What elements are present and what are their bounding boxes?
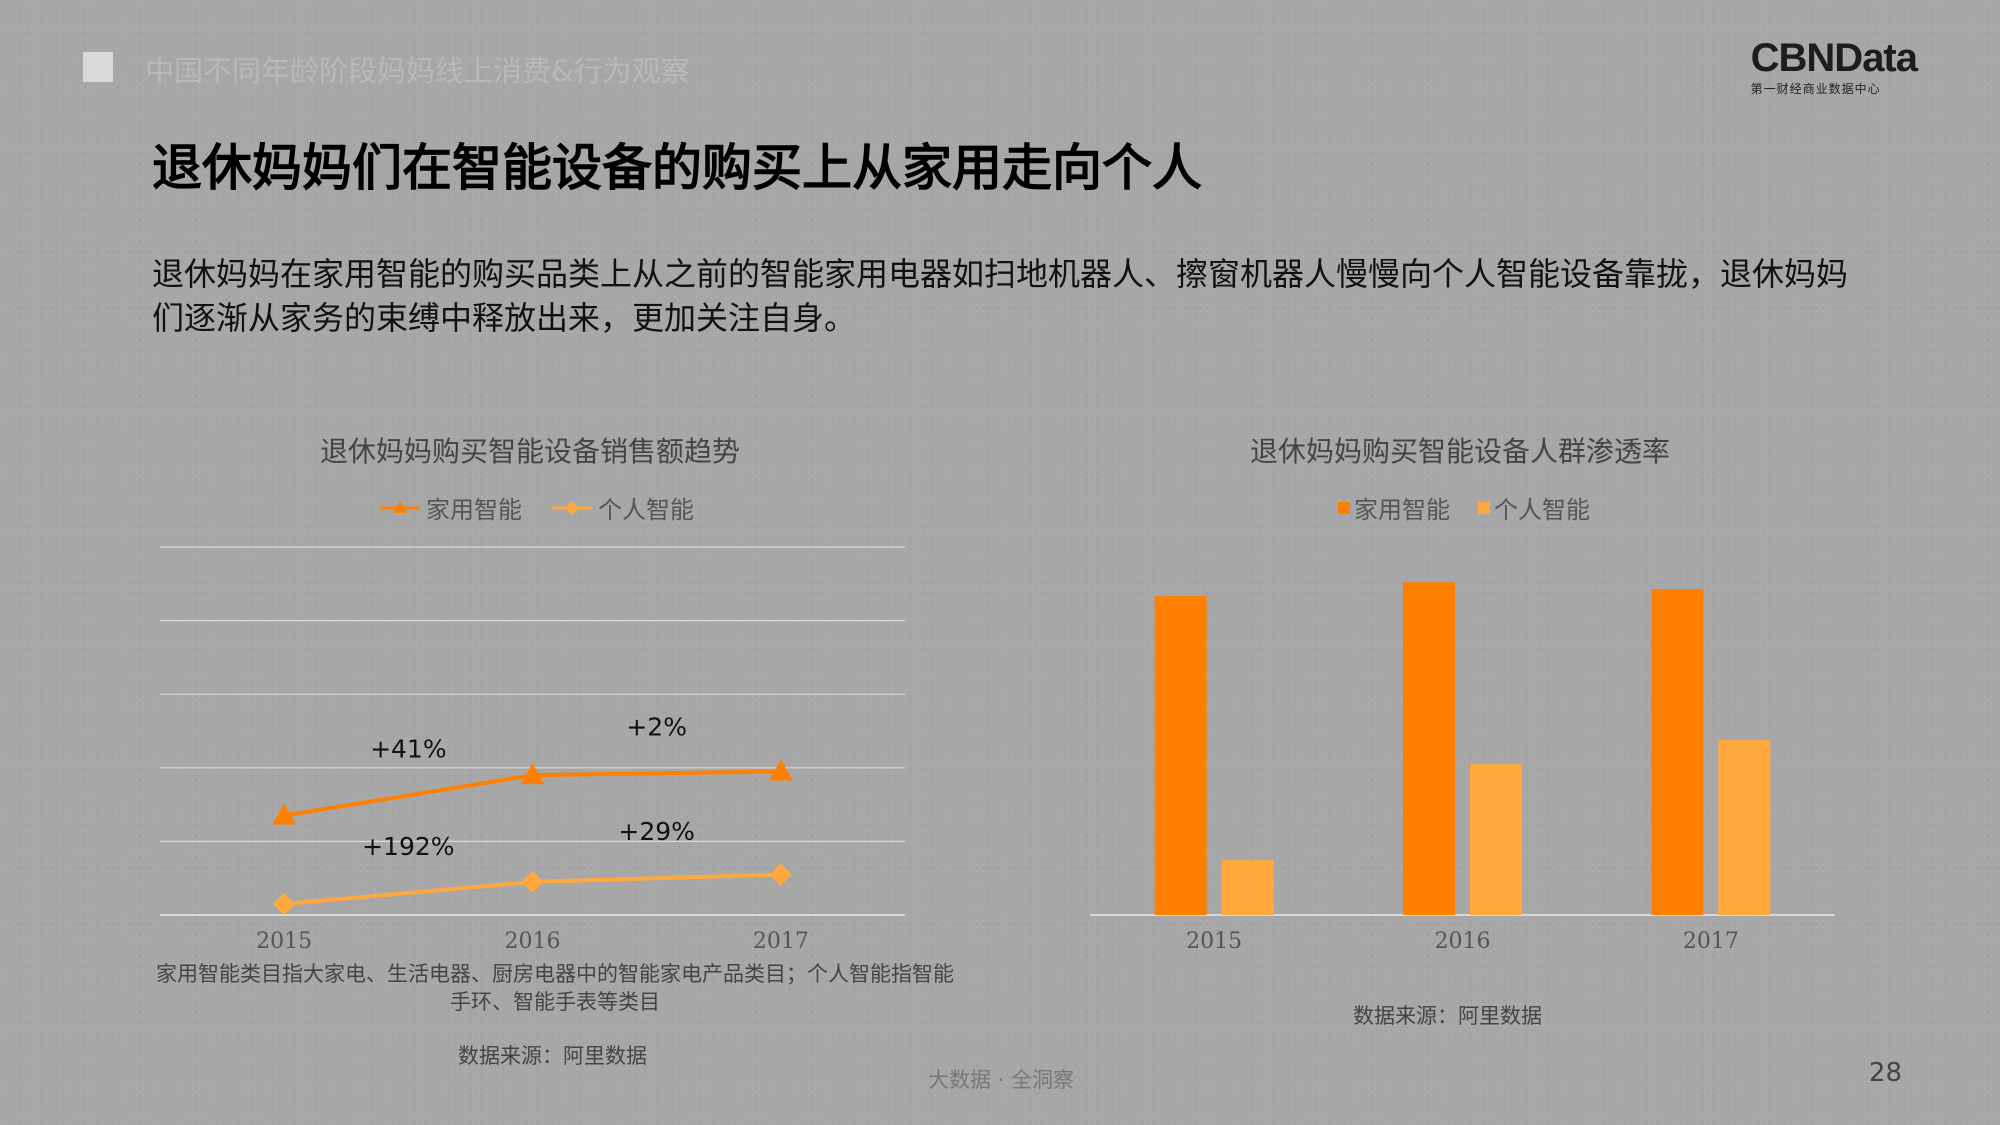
right-chart-legend: 家用智能 个人智能 <box>1338 490 1608 525</box>
bar <box>1403 582 1455 915</box>
left-chart-legend: 家用智能 个人智能 <box>378 490 712 525</box>
page-number: 28 <box>1868 1058 1902 1088</box>
x-tick-label: 2017 <box>1683 929 1739 954</box>
legend-label-personal-bar: 个人智能 <box>1494 496 1590 524</box>
growth-label: +41% <box>370 734 447 763</box>
bar <box>1154 596 1207 915</box>
triangle-point <box>768 759 793 781</box>
triangle-point <box>272 803 297 825</box>
diamond-point <box>769 863 792 886</box>
logo-subtitle: 第一财经商业数据中心 <box>1750 82 1881 96</box>
triangle-point <box>520 763 545 785</box>
header-square-icon <box>83 52 113 82</box>
line-diamond-marker-icon <box>552 500 592 515</box>
left-chart-title: 退休妈妈购买智能设备销售额趋势 <box>319 435 740 468</box>
legend-item-personal: 个人智能 <box>550 490 694 525</box>
line-triangle-marker-icon <box>380 500 420 513</box>
legend-item-personal-bar: 个人智能 <box>1478 490 1590 525</box>
bar-chart: 2015 2016 2017 <box>1090 582 1835 954</box>
diamond-point <box>273 892 296 915</box>
bar <box>1221 860 1274 915</box>
growth-label: +29% <box>618 817 695 846</box>
legend-item-home-bar: 家用智能 <box>1338 490 1450 525</box>
right-chart-source: 数据来源：阿里数据 <box>1353 1004 1542 1028</box>
logo-brand: CBNData <box>1750 36 1918 80</box>
left-chart-source: 数据来源：阿里数据 <box>458 1044 647 1068</box>
legend-label-personal: 个人智能 <box>598 496 694 524</box>
x-tick-label: 2016 <box>505 929 561 954</box>
line-chart: 2015 2016 2017 +41% +2% +192% +29% <box>160 546 905 954</box>
report-title: 中国不同年龄阶段妈妈线上消费&行为观察 <box>145 54 690 88</box>
bar <box>1718 740 1771 915</box>
footer-tagline: 大数据 · 全洞察 <box>928 1068 1075 1092</box>
growth-label: +2% <box>626 712 687 741</box>
legend-item-home: 家用智能 <box>378 490 522 525</box>
x-tick-label: 2016 <box>1435 929 1491 954</box>
cbndata-logo: CBNData 第一财经商业数据中心 <box>1750 36 1918 97</box>
growth-label: +192% <box>362 832 454 861</box>
legend-label-home: 家用智能 <box>426 496 522 524</box>
x-tick-label: 2017 <box>753 929 809 954</box>
left-chart-note: 家用智能类目指大家电、生活电器、厨房电器中的智能家电产品类目；个人智能指智能手环… <box>156 962 954 1014</box>
bar <box>1651 589 1704 915</box>
orange-square-icon <box>1338 501 1350 514</box>
bar <box>1470 764 1522 915</box>
page-title: 退休妈妈们在智能设备的购买上从家用走向个人 <box>152 139 1202 197</box>
light-orange-square-icon <box>1478 501 1490 514</box>
x-tick-label: 2015 <box>1186 929 1242 954</box>
diamond-point <box>521 870 544 893</box>
legend-label-home-bar: 家用智能 <box>1354 496 1450 524</box>
x-tick-label: 2015 <box>256 929 312 954</box>
right-chart-title: 退休妈妈购买智能设备人群渗透率 <box>1249 435 1670 468</box>
intro-paragraph: 退休妈妈在家用智能的购买品类上从之前的智能家用电器如扫地机器人、擦窗机器人慢慢向… <box>152 255 1849 337</box>
